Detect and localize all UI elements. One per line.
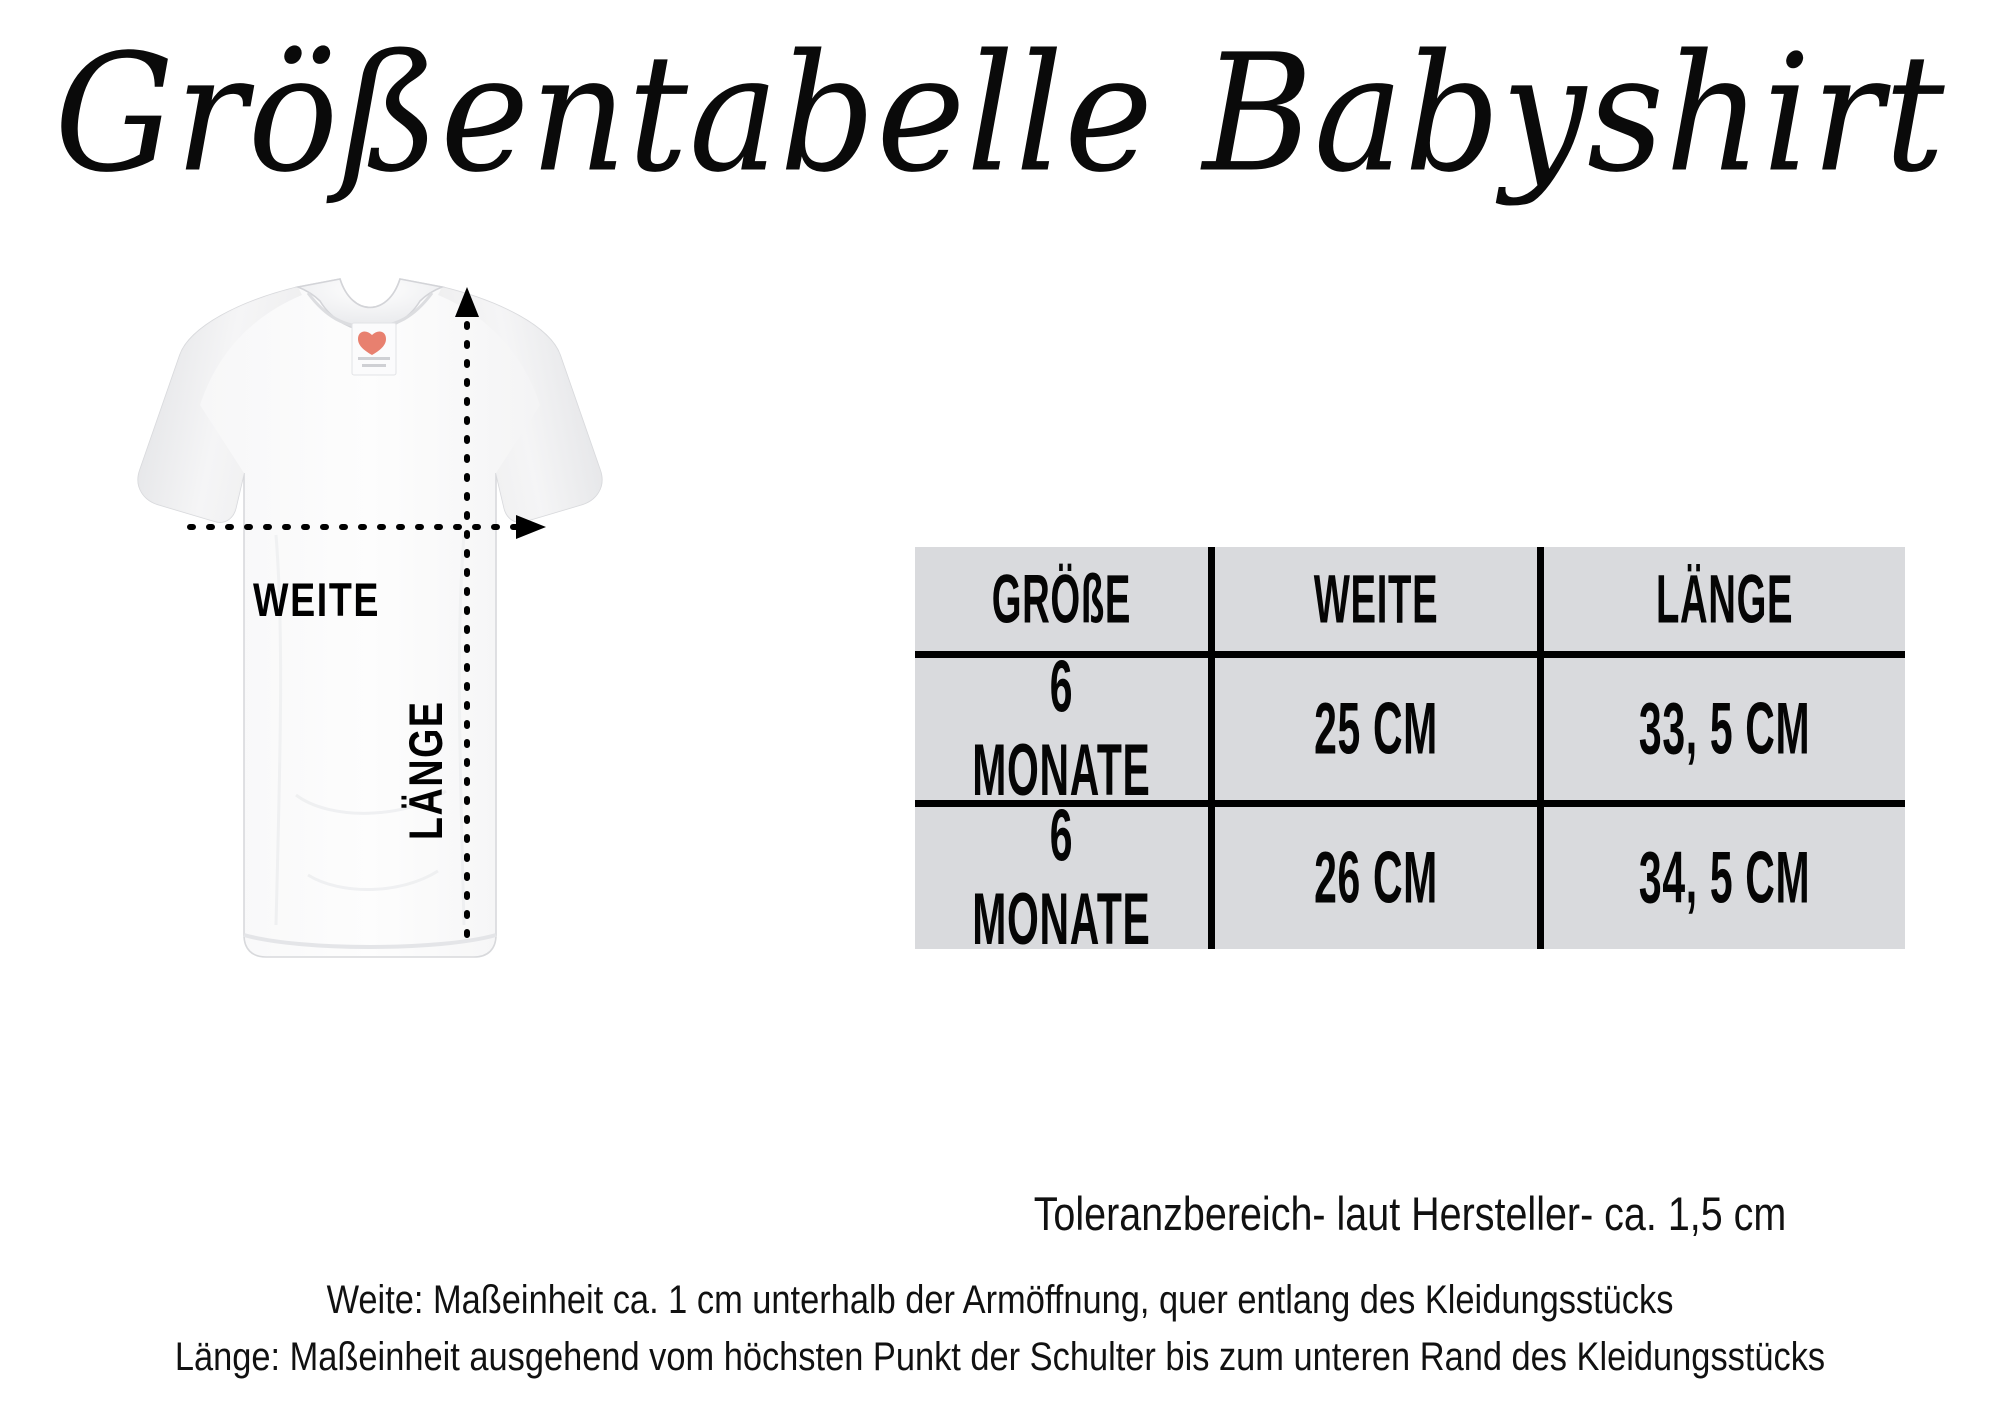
footer-note-length: Länge: Maßeinheit ausgehend vom höchsten… xyxy=(174,1334,1826,1379)
shirt-collar xyxy=(295,278,445,332)
width-measure-arrow xyxy=(187,515,546,539)
tshirt-graphic xyxy=(137,278,603,958)
brand-logo-icon xyxy=(358,331,386,355)
shirt-sleeve-right xyxy=(438,287,602,523)
cell-width: 26 CM xyxy=(1207,800,1541,949)
cell-length: 33, 5 CM xyxy=(1536,651,1905,804)
size-table: GRÖßE WEITE LÄNGE 6 MONATE 25 CM 33, 5 C… xyxy=(915,547,1905,961)
length-label: LÄNGE xyxy=(399,700,452,840)
table-row: 6 MONATE 25 CM 33, 5 CM xyxy=(915,646,1905,812)
tolerance-note: Toleranzbereich- laut Hersteller- ca. 1,… xyxy=(1033,1187,1787,1240)
column-header-width: WEITE xyxy=(1207,547,1541,655)
fabric-folds xyxy=(274,534,466,926)
shirt-hem xyxy=(243,933,497,949)
length-measure-arrow xyxy=(455,287,479,953)
cell-length: 34, 5 CM xyxy=(1536,800,1905,949)
footer-note-width: Weite: Maßeinheit ca. 1 cm unterhalb der… xyxy=(326,1278,1674,1322)
shirt-sleeve-left xyxy=(138,287,302,523)
column-header-size: GRÖßE xyxy=(915,547,1212,655)
cell-width: 25 CM xyxy=(1207,651,1541,804)
table-row: 6 MONATE 26 CM 34, 5 CM xyxy=(915,795,1905,961)
table-header-row: GRÖßE WEITE LÄNGE xyxy=(915,547,1905,655)
footer-notes: Weite: Maßeinheit ca. 1 cm unterhalb der… xyxy=(0,1272,2000,1386)
width-label: WEITE xyxy=(253,573,381,626)
page-title: Größentabelle Babyshirt xyxy=(54,20,1946,209)
column-header-length: LÄNGE xyxy=(1536,547,1905,655)
neck-tag xyxy=(351,322,397,376)
shirt-illustration xyxy=(40,235,700,995)
cell-size: 6 MONATE xyxy=(915,646,1212,812)
cell-size: 6 MONATE xyxy=(915,795,1212,961)
